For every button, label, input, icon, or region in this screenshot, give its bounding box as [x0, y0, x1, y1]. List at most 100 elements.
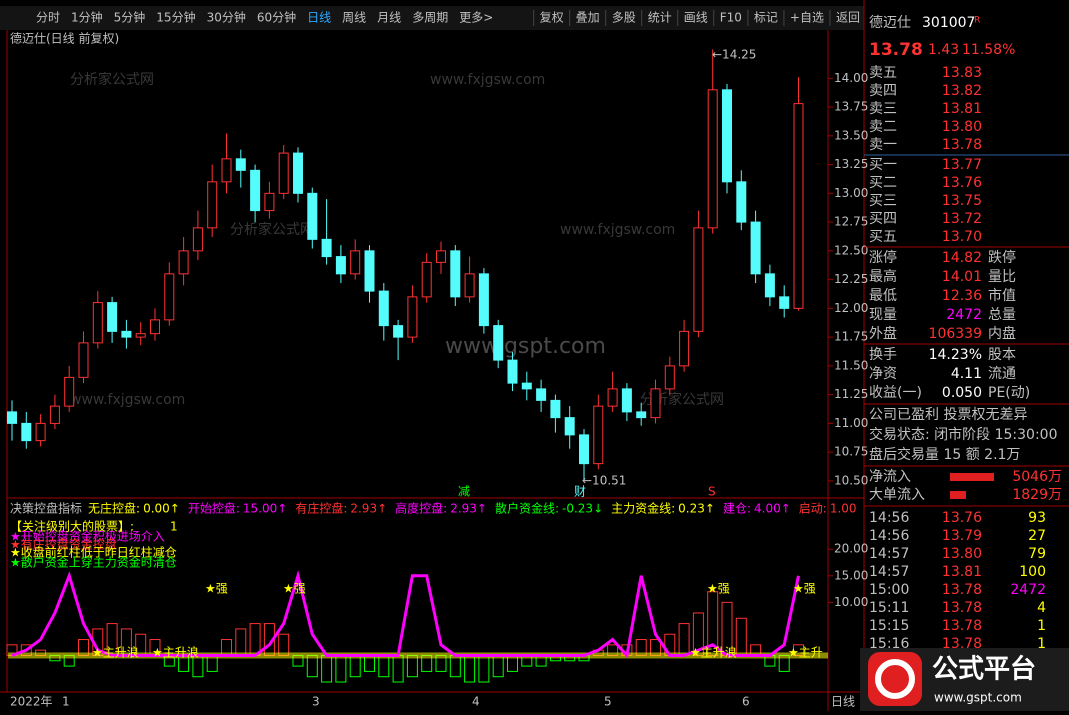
panel-cell: 13.83 [942, 65, 982, 81]
candle-body [221, 158, 232, 183]
candle-body [421, 261, 432, 298]
tick-price: 13.78 [942, 618, 982, 634]
candle-body [321, 238, 332, 258]
panel-cell: 卖五 [869, 65, 897, 81]
tool-button[interactable]: 统计 [648, 11, 672, 25]
wave-label: ★主升浪 [92, 645, 139, 660]
tick-time: 14:57 [869, 564, 909, 580]
legend-text: ★有庄控盘资金控盘 [10, 537, 117, 552]
stock-code: 301007 [922, 15, 975, 31]
tick-time: 15:11 [869, 600, 909, 616]
tick-price: 13.78 [942, 600, 982, 616]
panel-note: 公司已盈利 投票权无差异 [869, 407, 1027, 423]
tick-time: 14:56 [869, 528, 909, 544]
candle-body [393, 325, 404, 338]
x-label: 日线 [831, 695, 855, 709]
tool-button[interactable]: 15分钟 [156, 10, 195, 25]
candle-body [550, 399, 561, 419]
panel-cell: 买三 [869, 193, 897, 209]
toolbar-bg [0, 6, 864, 30]
candle-body [307, 192, 318, 240]
tool-button[interactable]: 更多> [459, 11, 493, 25]
watermark: 分析家公式网 [640, 391, 724, 408]
tick-volume: 93 [1028, 510, 1046, 526]
field-label: 散户资金线: [495, 501, 559, 516]
candle-body [7, 411, 17, 424]
tool-button[interactable]: 叠加 [576, 11, 600, 25]
panel-cell: 13.82 [942, 83, 982, 99]
panel-cell: 13.81 [942, 101, 982, 117]
tool-button[interactable]: 多周期 [412, 11, 448, 25]
signal-mark: 减 [458, 485, 470, 499]
y-tick-label: 15.00 [834, 568, 868, 582]
tool-button[interactable]: +自选 [790, 11, 824, 25]
tick-price: 13.81 [942, 564, 982, 580]
strength-label: ★强 [793, 582, 816, 596]
field-value: 15.00↑ [243, 502, 287, 516]
candle-body [664, 365, 675, 390]
y-tick-label: 13.50 [834, 128, 868, 142]
panel-note: 盘后交易量 15 额 2.1万 [869, 446, 1020, 463]
y-tick-label: 10.00 [834, 595, 868, 609]
panel-cell: 14.82 [942, 250, 982, 266]
candle-body [264, 192, 275, 212]
x-label: 5 [604, 695, 612, 709]
panel-cell: 总量 [988, 307, 1016, 323]
field-label: 高度控盘: [395, 501, 447, 516]
candle-body [607, 388, 618, 407]
tool-button[interactable]: 画线 [684, 11, 708, 25]
x-label: 3 [312, 695, 320, 709]
tool-button[interactable]: F10 [720, 11, 742, 25]
candle-body [35, 422, 46, 442]
y-tick-label: 13.75 [834, 100, 868, 114]
wave-label: ★主升浪 [690, 645, 737, 660]
tick-volume: 100 [1019, 564, 1046, 580]
panel-cell: 卖二 [869, 119, 897, 135]
y-tick-label: 12.25 [834, 272, 868, 286]
candle-body [293, 152, 303, 194]
tool-button[interactable]: 标记 [754, 11, 778, 25]
watermark: www.fxjgsw.com [560, 222, 675, 238]
watermark: www.gspt.com [445, 334, 606, 359]
panel-cell: 量比 [988, 269, 1016, 285]
y-tick-label: 10.50 [834, 473, 868, 487]
flow-label: 大单流入 [869, 487, 925, 503]
panel-cell: 买一 [869, 157, 897, 173]
candle-body [364, 250, 375, 292]
tool-button[interactable]: 日线 [307, 11, 331, 25]
panel-cell: 收益(一) [869, 385, 922, 401]
tool-button[interactable]: 1分钟 [71, 10, 103, 25]
panel-cell: 市值 [988, 287, 1016, 304]
tool-button[interactable]: 周线 [342, 11, 366, 25]
candle-body [192, 227, 203, 252]
wave-label: ★主升 [788, 646, 823, 660]
x-label: 2022年 [10, 695, 53, 709]
candle-body [92, 302, 103, 344]
tick-volume: 1 [1037, 618, 1046, 634]
flow-value: 5046万 [1012, 469, 1062, 485]
watermark: 分析家公式网 [230, 221, 314, 238]
watermark: 分析家公式网 [70, 71, 154, 88]
tool-button[interactable]: 多股 [612, 11, 636, 25]
panel-cell: 流通 [988, 366, 1016, 382]
tool-button[interactable]: 返回 [836, 11, 860, 25]
candle-body [536, 388, 547, 401]
field-value: 0.00↑ [143, 502, 180, 516]
tool-button[interactable]: 60分钟 [257, 10, 296, 25]
candle-body [450, 250, 461, 298]
candle-body [436, 250, 446, 263]
tool-button[interactable]: 分时 [36, 11, 60, 25]
watermark: www.fxjgsw.com [430, 72, 545, 88]
candle-body [707, 89, 718, 229]
tool-button[interactable]: 复权 [540, 11, 564, 25]
tool-button[interactable]: 30分钟 [207, 10, 246, 25]
change: 1.43 [928, 42, 959, 58]
low-annotation: ←10.51 [582, 474, 626, 488]
field-label: 启动: [799, 502, 827, 516]
panel-cell: 换手 [869, 346, 897, 363]
candle-body [679, 330, 690, 367]
tool-button[interactable]: 5分钟 [114, 10, 146, 25]
flow-bar [950, 491, 966, 499]
candle-body [478, 273, 489, 327]
tool-button[interactable]: 月线 [377, 11, 401, 25]
